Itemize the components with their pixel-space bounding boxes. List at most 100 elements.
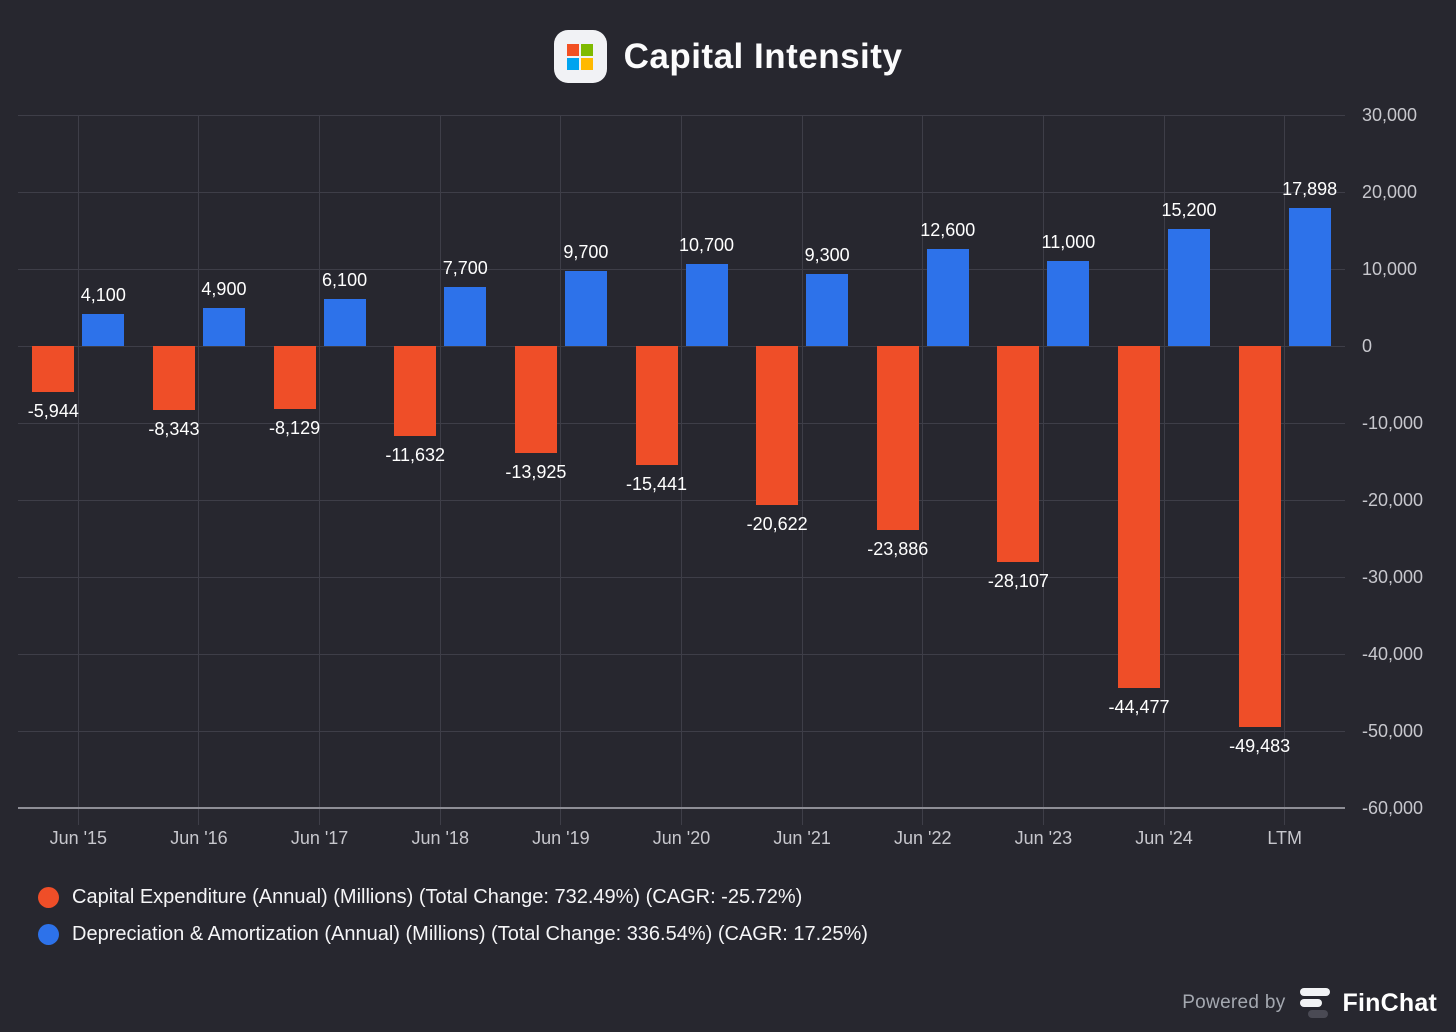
bar-value-label: -23,886 <box>867 538 929 559</box>
bar-da-Jun18[interactable] <box>444 286 487 346</box>
capex-legend-dot-icon <box>38 886 59 908</box>
bar-capex-LTM[interactable] <box>1238 346 1281 728</box>
bar-value-label: -5,944 <box>27 400 79 421</box>
y-axis-tick-label: -60,000 <box>1362 798 1424 818</box>
finchat-logo-bar-bottom <box>1307 1010 1328 1018</box>
bar-value-label: -8,343 <box>148 419 200 440</box>
legend-item-depreciation-amortization[interactable]: Depreciation & Amortization (Annual) (Mi… <box>38 923 868 945</box>
finchat-logo-icon <box>1299 988 1332 1018</box>
bar-capex-Jun15[interactable] <box>32 346 75 392</box>
bar-value-label: 15,200 <box>1161 199 1217 220</box>
finchat-brand-label: FinChat <box>1342 988 1437 1017</box>
y-axis-tick-label: -20,000 <box>1362 490 1424 510</box>
x-axis-tick-label: Jun '20 <box>652 828 711 848</box>
bar-value-label: 9,300 <box>804 245 850 266</box>
v-gridline <box>77 115 79 825</box>
bar-value-label: 4,900 <box>201 279 247 300</box>
x-axis-tick-label: Jun '16 <box>170 828 228 848</box>
v-gridline <box>1284 115 1286 825</box>
bar-capex-Jun23[interactable] <box>997 346 1040 563</box>
finchat-logo-bar-top <box>1299 988 1330 996</box>
x-axis-tick-label: Jun '23 <box>1014 828 1073 848</box>
bar-value-label: -20,622 <box>746 513 808 534</box>
bar-value-label: -28,107 <box>987 571 1049 592</box>
ms-blue-square <box>567 57 580 70</box>
da-legend-label: Depreciation & Amortization (Annual) (Mi… <box>72 922 868 945</box>
page-title: Capital Intensity <box>623 36 903 76</box>
v-gridline <box>319 115 321 825</box>
x-axis-tick-label: Jun '19 <box>532 828 590 848</box>
y-axis-tick-label: 10,000 <box>1362 259 1418 279</box>
powered-by-label: Powered by <box>1182 992 1286 1013</box>
microsoft-logo-squares <box>567 43 594 70</box>
bar-value-label: -8,129 <box>269 417 321 438</box>
bar-value-label: 4,100 <box>80 285 126 306</box>
x-axis-tick-label: LTM <box>1267 828 1302 848</box>
bar-capex-Jun22[interactable] <box>876 346 919 530</box>
v-gridline <box>801 115 803 825</box>
microsoft-logo-icon <box>553 30 607 83</box>
y-axis-tick-label: -10,000 <box>1362 413 1424 433</box>
v-gridline <box>922 115 924 825</box>
bar-da-Jun17[interactable] <box>323 299 366 346</box>
bar-da-Jun22[interactable] <box>926 248 969 346</box>
chart-legend: Capital Expenditure (Annual) (Millions) … <box>38 886 868 945</box>
v-gridline <box>681 115 682 825</box>
ms-green-square <box>581 43 594 56</box>
v-gridline <box>439 115 441 825</box>
bar-capex-Jun17[interactable] <box>273 346 316 409</box>
bar-capex-Jun24[interactable] <box>1118 346 1161 689</box>
x-axis-tick-label: Jun '17 <box>290 828 349 848</box>
legend-item-capital-expenditure[interactable]: Capital Expenditure (Annual) (Millions) … <box>38 886 868 908</box>
ms-yellow-square <box>581 57 594 70</box>
capex-legend-label: Capital Expenditure (Annual) (Millions) … <box>72 885 803 908</box>
x-axis-line <box>18 807 1345 809</box>
bar-value-label: 10,700 <box>678 234 735 255</box>
bar-capex-Jun18[interactable] <box>394 346 437 436</box>
bar-capex-Jun16[interactable] <box>152 346 195 411</box>
v-gridline <box>1163 115 1165 825</box>
bar-da-Jun24[interactable] <box>1168 228 1211 346</box>
bar-da-LTM[interactable] <box>1288 208 1331 346</box>
bar-capex-Jun21[interactable] <box>756 346 799 505</box>
bar-value-label: -11,632 <box>385 444 446 465</box>
y-axis-tick-label: -50,000 <box>1362 721 1424 741</box>
y-axis-tick-label: -40,000 <box>1362 644 1424 664</box>
v-gridline <box>560 115 562 825</box>
bar-value-label: -15,441 <box>625 473 688 494</box>
bar-value-label: 6,100 <box>322 270 368 291</box>
bar-value-label: -49,483 <box>1229 736 1291 757</box>
v-gridline <box>198 115 200 825</box>
bar-value-label: 7,700 <box>442 257 488 278</box>
x-axis-tick-label: Jun '18 <box>411 828 469 848</box>
v-gridline <box>1042 115 1044 825</box>
x-axis-tick-label: Jun '24 <box>1135 828 1193 848</box>
bar-da-Jun19[interactable] <box>564 271 607 346</box>
x-axis-tick-label: Jun '21 <box>773 828 831 848</box>
da-legend-dot-icon <box>38 923 59 945</box>
bar-da-Jun23[interactable] <box>1047 261 1090 346</box>
y-axis-tick-label: 0 <box>1362 336 1373 356</box>
bar-da-Jun15[interactable] <box>82 314 125 346</box>
bar-capex-Jun20[interactable] <box>635 346 678 465</box>
bar-da-Jun21[interactable] <box>806 274 849 346</box>
bar-da-Jun16[interactable] <box>202 308 245 346</box>
y-axis-tick-label: -30,000 <box>1362 567 1424 587</box>
bar-value-label: 9,700 <box>563 242 609 263</box>
bar-da-Jun20[interactable] <box>685 263 728 346</box>
bar-value-label: -44,477 <box>1108 697 1170 718</box>
finchat-logo-bar-middle <box>1299 999 1322 1007</box>
footer-attribution[interactable]: Powered by FinChat <box>1182 983 1437 1023</box>
bar-value-label: 11,000 <box>1041 232 1096 253</box>
y-axis-tick-label: 20,000 <box>1362 182 1418 202</box>
bar-capex-Jun19[interactable] <box>514 346 557 454</box>
x-axis-tick-label: Jun '15 <box>49 828 108 848</box>
bar-value-label: -13,925 <box>505 462 567 483</box>
bar-value-label: 12,600 <box>920 219 976 240</box>
ms-red-square <box>567 43 580 56</box>
bar-value-label: 17,898 <box>1282 179 1338 200</box>
y-axis-tick-label: 30,000 <box>1362 105 1418 125</box>
x-axis-tick-label: Jun '22 <box>894 828 952 848</box>
